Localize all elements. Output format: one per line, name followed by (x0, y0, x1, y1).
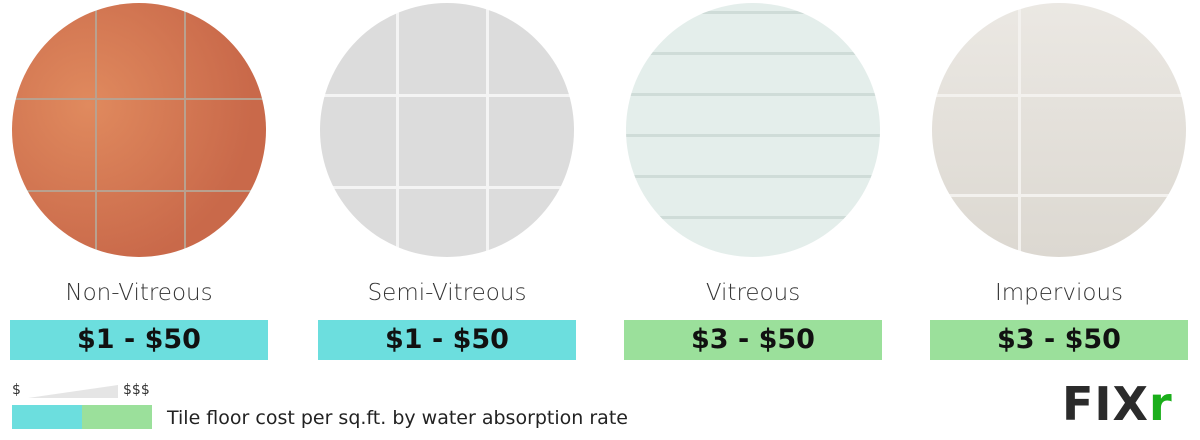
tile-name: Semi-Vitreous (367, 280, 527, 306)
tile-name: Vitreous (705, 280, 801, 306)
tile-name: Impervious (994, 280, 1124, 306)
non-vitreous-tile-image (12, 3, 266, 257)
legend-low-label: $ (12, 382, 21, 398)
price-range: $3 - $50 (624, 320, 882, 360)
semi-vitreous-tile-image (320, 3, 574, 257)
vitreous-tile-image (626, 3, 880, 257)
logo-text: FIX (1062, 377, 1150, 431)
price-range: $1 - $50 (318, 320, 576, 360)
tile-name: Non-Vitreous (65, 280, 213, 306)
logo-accent: r (1149, 377, 1173, 431)
price-range: $3 - $50 (930, 320, 1188, 360)
fixr-logo: FIXr (1062, 381, 1173, 427)
legend-swatch-low (12, 405, 82, 429)
legend-high-label: $$$ (123, 382, 150, 398)
legend-scale-wedge (28, 385, 118, 398)
impervious-tile-image (932, 3, 1186, 257)
legend-caption: Tile floor cost per sq.ft. by water abso… (167, 407, 628, 429)
legend-swatch-high (82, 405, 152, 429)
price-range: $1 - $50 (10, 320, 268, 360)
